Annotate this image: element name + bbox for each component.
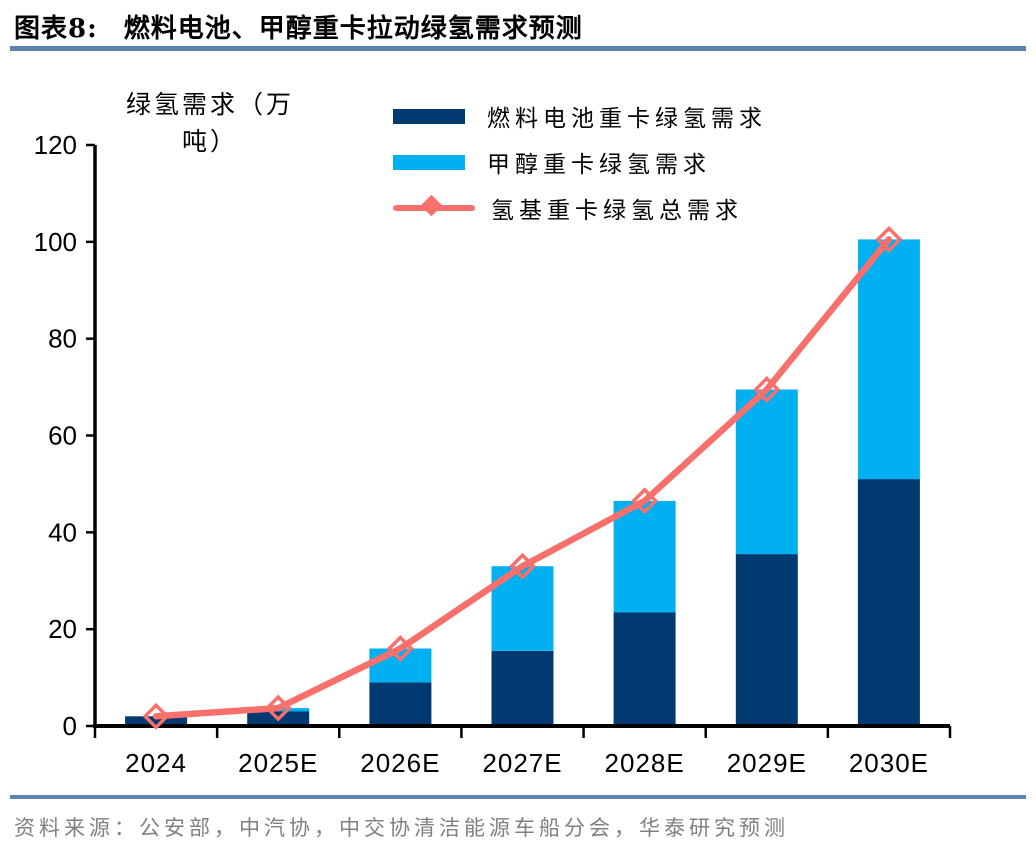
y-tick-label: 0: [63, 711, 77, 741]
total-demand-line: [152, 236, 893, 720]
bar-segment-methanol-2028E: [613, 500, 676, 613]
diamond-marker-2029E: [753, 376, 781, 403]
legend-item-methanol: 甲醇重卡绿氢需求: [393, 148, 767, 178]
source-note: 资料来源：公安部，中汽协，中交协清洁能源车船分会，华泰研究预测: [14, 816, 789, 840]
chart-legend: 燃料电池重卡绿氢需求 甲醇重卡绿氢需求 氢基重卡绿氢总需求: [393, 102, 767, 240]
y-axis-unit-line2: 吨）: [181, 127, 238, 156]
fuel-cell-bar-swatch: [393, 108, 465, 124]
y-tick-label: 60: [48, 421, 77, 451]
bar-segment-methanol-2029E: [735, 389, 798, 555]
x-tick-label-2025E: 2025E: [238, 748, 318, 778]
y-tick-label: 40: [48, 517, 77, 547]
y-axis-unit-label: 绿氢需求（万 吨）: [95, 86, 325, 160]
figure-title-text: 燃料电池、甲醇重卡拉动绿氢需求预测: [123, 14, 583, 44]
y-tick-label: 20: [48, 614, 77, 644]
diamond-marker-2030E: [875, 225, 903, 253]
bar-segment-fuel-cell-2030E: [857, 479, 920, 726]
x-tick-label-2030E: 2030E: [849, 748, 929, 778]
legend-label-total: 氢基重卡绿氢总需求: [491, 198, 743, 224]
diamond-marker-2025E: [264, 694, 292, 722]
x-tick-label-2026E: 2026E: [360, 748, 440, 778]
figure-title: 图表8: 燃料电池、甲醇重卡拉动绿氢需求预测: [14, 8, 583, 45]
legend-label-fuel-cell: 燃料电池重卡绿氢需求: [487, 106, 767, 132]
diamond-marker-2027E: [509, 552, 536, 580]
top-divider-rule: [10, 46, 1026, 51]
legend-item-total-line: 氢基重卡绿氢总需求: [393, 194, 767, 224]
bar-segment-fuel-cell-2028E: [613, 612, 676, 726]
legend-label-methanol: 甲醇重卡绿氢需求: [487, 152, 711, 178]
bar-segment-fuel-cell-2026E: [369, 682, 432, 726]
total-line-swatch: [393, 194, 475, 219]
bottom-divider-rule: [10, 795, 1026, 799]
diamond-marker-2028E: [631, 487, 659, 515]
x-tick-label-2024: 2024: [125, 748, 187, 778]
x-tick-label-2027E: 2027E: [482, 748, 562, 778]
bar-segment-methanol-2026E: [369, 648, 432, 683]
y-tick-label: 80: [48, 324, 77, 354]
bar-segment-methanol-2030E: [857, 239, 920, 480]
y-tick-label: 100: [34, 227, 77, 257]
methanol-bar-swatch: [393, 154, 465, 170]
legend-item-fuel-cell: 燃料电池重卡绿氢需求: [393, 102, 767, 132]
y-tick-label: 120: [34, 130, 77, 160]
bar-segment-fuel-cell-2027E: [491, 651, 554, 726]
x-tick-label-2029E: 2029E: [727, 748, 807, 778]
x-tick-label-2028E: 2028E: [605, 748, 685, 778]
diamond-marker-2026E: [386, 635, 414, 663]
diamond-marker-2024: [142, 702, 170, 730]
bar-segment-fuel-cell-2029E: [735, 554, 798, 726]
figure-number-label: 图表8:: [14, 14, 98, 44]
bar-segment-fuel-cell-2024: [125, 716, 188, 726]
y-axis-unit-line1: 绿氢需求（万: [125, 90, 294, 119]
